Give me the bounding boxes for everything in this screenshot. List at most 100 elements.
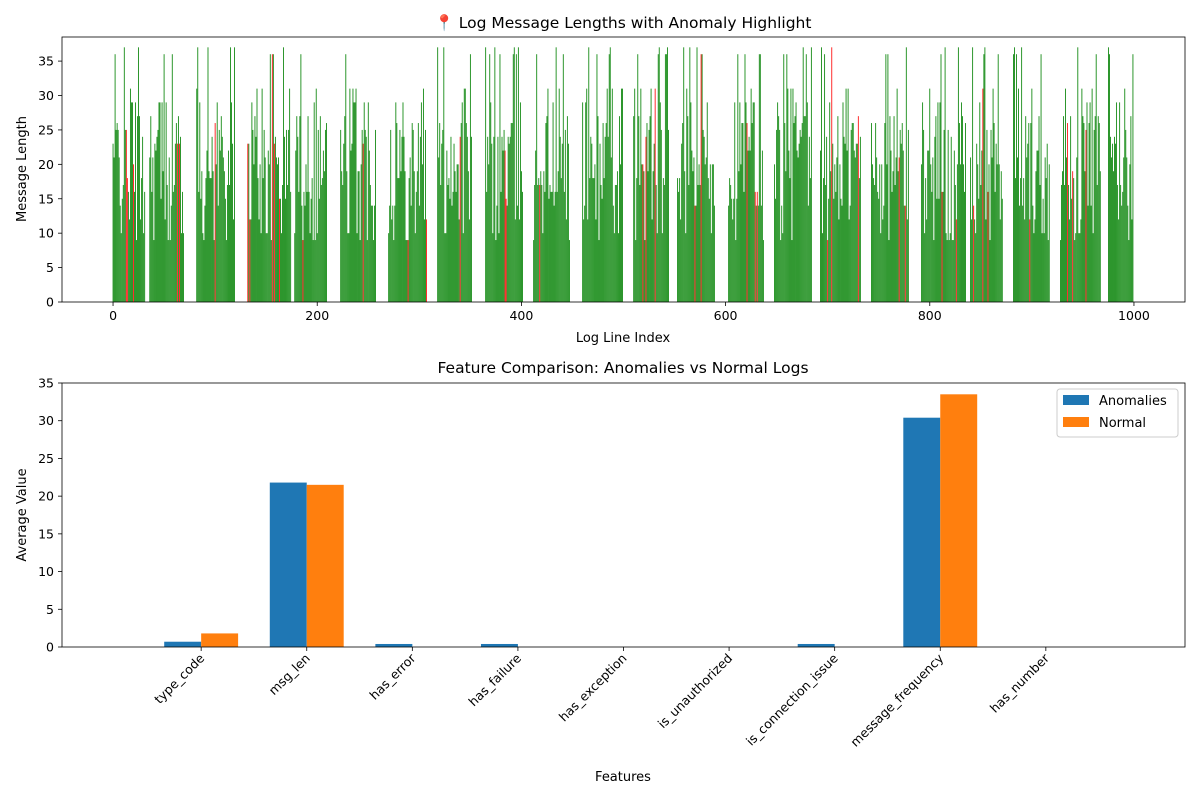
log-bar xyxy=(832,143,834,302)
log-bar xyxy=(1120,184,1122,302)
anomaly-bar xyxy=(1072,171,1074,302)
log-bar xyxy=(733,198,735,302)
log-bar xyxy=(438,157,440,302)
log-bar xyxy=(953,150,955,302)
log-bar xyxy=(388,233,390,302)
log-bar xyxy=(169,240,171,302)
log-bar xyxy=(519,102,521,302)
log-bar xyxy=(272,54,274,303)
log-bar xyxy=(906,219,908,302)
log-bar xyxy=(900,143,902,302)
log-bar xyxy=(1096,184,1098,302)
y-tick-label: 35 xyxy=(38,54,54,69)
anomaly-bar xyxy=(126,178,128,302)
log-bar xyxy=(893,116,895,302)
log-bar xyxy=(985,219,987,302)
log-bar xyxy=(565,219,567,302)
log-bar xyxy=(855,143,857,302)
log-bar xyxy=(363,102,365,302)
log-bar xyxy=(584,205,586,302)
log-bar xyxy=(274,136,276,302)
anomaly-bar xyxy=(756,191,758,302)
log-bar xyxy=(755,205,757,302)
log-bar xyxy=(774,164,776,302)
log-bar xyxy=(320,184,322,302)
log-bar xyxy=(798,143,800,302)
log-bar xyxy=(778,116,780,302)
log-bar xyxy=(986,129,988,302)
log-bar xyxy=(290,191,292,302)
log-bar xyxy=(219,150,221,302)
anomaly-bar xyxy=(133,164,134,302)
log-bar xyxy=(254,116,256,302)
log-bar xyxy=(597,116,599,302)
log-bar xyxy=(876,157,878,302)
log-bar xyxy=(564,129,566,302)
log-bar xyxy=(119,205,121,302)
log-bar xyxy=(990,129,992,302)
log-bar xyxy=(820,150,821,302)
log-bar xyxy=(636,178,638,302)
log-bar xyxy=(149,157,151,302)
log-bar xyxy=(275,157,277,302)
log-bar xyxy=(319,116,321,302)
anomaly-bar xyxy=(302,240,304,302)
log-bar xyxy=(641,164,643,302)
log-bar xyxy=(954,184,956,302)
log-bar xyxy=(665,54,667,303)
log-bar xyxy=(1125,129,1127,302)
log-bar xyxy=(359,240,361,302)
log-bar xyxy=(352,88,354,303)
log-bar xyxy=(1026,157,1028,302)
log-bar xyxy=(825,184,827,302)
log-bar xyxy=(606,88,608,303)
log-bar xyxy=(707,178,709,302)
log-bar xyxy=(1062,171,1063,302)
log-bar xyxy=(936,198,938,302)
log-bar xyxy=(1082,116,1084,302)
log-bar xyxy=(1000,171,1002,302)
log-bar xyxy=(952,240,954,302)
log-bar xyxy=(1036,150,1038,302)
log-bar xyxy=(991,157,993,302)
anomaly-bar xyxy=(1085,129,1087,302)
log-bar xyxy=(949,233,951,302)
anomaly-bar xyxy=(504,150,506,302)
log-bar xyxy=(493,136,495,302)
log-bar xyxy=(351,143,353,302)
log-bar xyxy=(896,88,898,303)
log-bar xyxy=(844,143,846,302)
log-bar xyxy=(735,240,737,302)
log-bar xyxy=(664,54,666,303)
log-bar xyxy=(288,129,290,302)
log-bar xyxy=(704,164,706,302)
log-bar xyxy=(466,136,468,302)
log-bar xyxy=(1114,136,1115,302)
log-bar xyxy=(1063,116,1064,302)
log-bar xyxy=(1061,184,1062,302)
log-bar xyxy=(159,102,161,302)
anomaly-bar xyxy=(987,191,989,302)
log-bar xyxy=(984,47,986,302)
y-tick-label: 0 xyxy=(46,295,54,310)
log-bar xyxy=(1074,240,1076,302)
log-bar xyxy=(821,47,822,302)
log-bar xyxy=(647,171,649,302)
log-bar xyxy=(650,88,652,303)
log-bar xyxy=(489,54,491,303)
log-bar xyxy=(980,184,982,302)
log-bar xyxy=(843,136,845,302)
log-bar xyxy=(358,171,360,302)
log-bar xyxy=(830,171,832,302)
log-bar xyxy=(164,219,166,302)
log-bar xyxy=(804,116,806,302)
anomaly-bar xyxy=(645,136,647,302)
log-bar xyxy=(284,136,285,302)
log-bar xyxy=(1073,178,1075,302)
log-bar xyxy=(488,164,490,302)
x-tick-label-is_unauthorized: is_unauthorized xyxy=(655,651,736,732)
log-bar xyxy=(1080,219,1082,302)
log-bar xyxy=(741,123,743,302)
anomaly-bar xyxy=(505,198,507,302)
log-bar xyxy=(942,191,944,302)
